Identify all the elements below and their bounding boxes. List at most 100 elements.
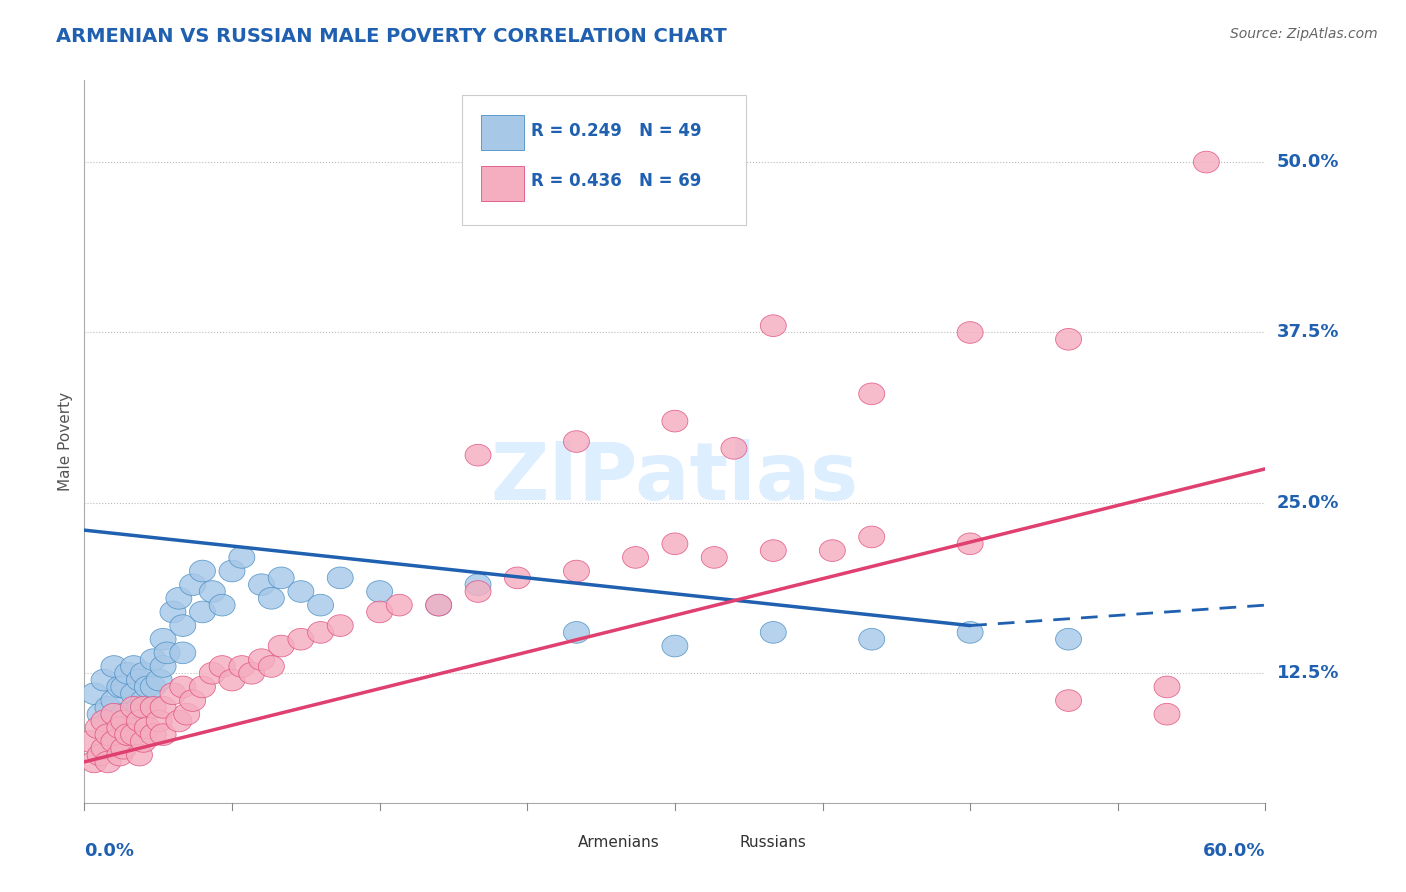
Text: 12.5%: 12.5% [1277, 665, 1339, 682]
Ellipse shape [367, 601, 392, 623]
Ellipse shape [190, 560, 215, 582]
Text: Source: ZipAtlas.com: Source: ZipAtlas.com [1230, 27, 1378, 41]
Ellipse shape [259, 588, 284, 609]
Ellipse shape [957, 322, 983, 343]
Ellipse shape [86, 717, 111, 739]
Ellipse shape [367, 581, 392, 602]
FancyBboxPatch shape [690, 830, 733, 855]
Ellipse shape [820, 540, 845, 561]
Text: 60.0%: 60.0% [1204, 842, 1265, 860]
Ellipse shape [1194, 152, 1219, 173]
Ellipse shape [662, 410, 688, 432]
Ellipse shape [170, 615, 195, 636]
Ellipse shape [249, 574, 274, 596]
Ellipse shape [121, 656, 146, 677]
Ellipse shape [121, 697, 146, 718]
Ellipse shape [761, 315, 786, 336]
Ellipse shape [721, 437, 747, 459]
Text: Armenians: Armenians [578, 835, 659, 850]
Ellipse shape [121, 683, 146, 705]
Text: ARMENIAN VS RUSSIAN MALE POVERTY CORRELATION CHART: ARMENIAN VS RUSSIAN MALE POVERTY CORRELA… [56, 27, 727, 45]
Ellipse shape [200, 581, 225, 602]
Ellipse shape [180, 574, 205, 596]
Ellipse shape [111, 676, 136, 698]
Ellipse shape [166, 588, 191, 609]
Text: 50.0%: 50.0% [1277, 153, 1339, 171]
Ellipse shape [131, 697, 156, 718]
Ellipse shape [209, 594, 235, 616]
Ellipse shape [229, 547, 254, 568]
Ellipse shape [957, 533, 983, 555]
Ellipse shape [141, 676, 166, 698]
Ellipse shape [127, 744, 152, 766]
Ellipse shape [107, 676, 132, 698]
Ellipse shape [288, 581, 314, 602]
Text: 37.5%: 37.5% [1277, 324, 1339, 342]
Ellipse shape [91, 738, 117, 759]
Ellipse shape [702, 547, 727, 568]
Ellipse shape [1056, 328, 1081, 351]
Ellipse shape [564, 560, 589, 582]
Ellipse shape [101, 690, 127, 712]
FancyBboxPatch shape [481, 166, 523, 201]
Ellipse shape [269, 567, 294, 589]
Ellipse shape [288, 628, 314, 650]
Ellipse shape [170, 676, 195, 698]
Ellipse shape [269, 635, 294, 657]
Ellipse shape [308, 594, 333, 616]
Text: R = 0.249   N = 49: R = 0.249 N = 49 [531, 122, 702, 140]
Ellipse shape [859, 526, 884, 548]
Ellipse shape [160, 683, 186, 705]
Ellipse shape [219, 560, 245, 582]
Ellipse shape [426, 594, 451, 616]
Ellipse shape [150, 697, 176, 718]
Ellipse shape [127, 697, 152, 718]
Ellipse shape [957, 622, 983, 643]
Ellipse shape [170, 642, 195, 664]
Ellipse shape [96, 697, 121, 718]
Ellipse shape [1154, 704, 1180, 725]
Text: 25.0%: 25.0% [1277, 494, 1339, 512]
Ellipse shape [190, 676, 215, 698]
Ellipse shape [505, 567, 530, 589]
Text: 0.0%: 0.0% [84, 842, 135, 860]
Ellipse shape [859, 383, 884, 405]
Ellipse shape [155, 642, 180, 664]
Ellipse shape [146, 669, 172, 691]
Ellipse shape [259, 656, 284, 677]
Ellipse shape [107, 744, 132, 766]
Ellipse shape [82, 751, 107, 772]
Ellipse shape [249, 648, 274, 671]
Ellipse shape [150, 723, 176, 746]
Ellipse shape [1154, 676, 1180, 698]
Ellipse shape [111, 704, 136, 725]
Ellipse shape [174, 704, 200, 725]
Ellipse shape [761, 540, 786, 561]
Ellipse shape [146, 710, 172, 731]
Ellipse shape [564, 622, 589, 643]
FancyBboxPatch shape [481, 115, 523, 151]
Ellipse shape [200, 663, 225, 684]
Ellipse shape [115, 663, 141, 684]
Ellipse shape [101, 656, 127, 677]
Ellipse shape [328, 615, 353, 636]
Y-axis label: Male Poverty: Male Poverty [58, 392, 73, 491]
Text: R = 0.436   N = 69: R = 0.436 N = 69 [531, 172, 702, 190]
Ellipse shape [111, 710, 136, 731]
Ellipse shape [150, 656, 176, 677]
Ellipse shape [107, 717, 132, 739]
Ellipse shape [761, 622, 786, 643]
Ellipse shape [623, 547, 648, 568]
Ellipse shape [426, 594, 451, 616]
Ellipse shape [131, 663, 156, 684]
Ellipse shape [150, 628, 176, 650]
Ellipse shape [77, 731, 103, 752]
Ellipse shape [308, 622, 333, 643]
Ellipse shape [96, 723, 121, 746]
FancyBboxPatch shape [529, 830, 571, 855]
Ellipse shape [662, 635, 688, 657]
Ellipse shape [101, 731, 127, 752]
Ellipse shape [96, 751, 121, 772]
Ellipse shape [465, 444, 491, 466]
Ellipse shape [190, 601, 215, 623]
